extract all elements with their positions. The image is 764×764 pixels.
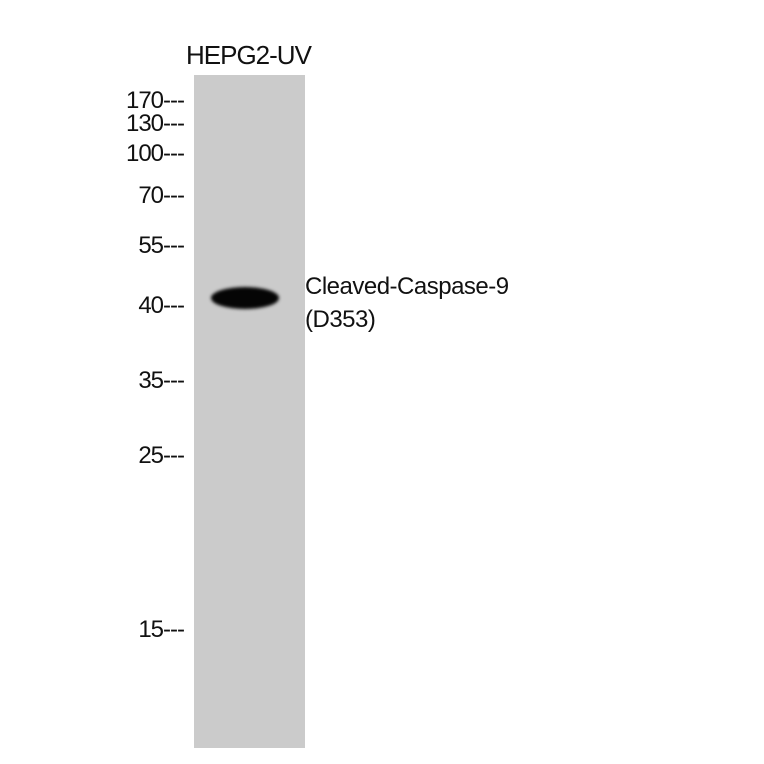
marker-170: 170--- (125, 87, 185, 114)
marker-55: 55--- (138, 232, 185, 259)
marker-35: 35--- (138, 367, 185, 394)
blot-lane (194, 75, 305, 748)
marker-100: 100--- (125, 140, 185, 167)
target-name: Cleaved-Caspase-9 (305, 273, 509, 300)
marker-15: 15--- (138, 616, 185, 643)
target-site: (D353) (305, 306, 376, 333)
marker-70: 70--- (138, 182, 185, 209)
target-label: Cleaved-Caspase-9 (D353) (305, 270, 509, 336)
marker-130: 130--- (125, 110, 185, 137)
lane-label: HEPG2-UV (186, 40, 312, 70)
protein-band (211, 287, 279, 309)
marker-25: 25--- (138, 442, 185, 469)
marker-40: 40--- (138, 292, 185, 319)
